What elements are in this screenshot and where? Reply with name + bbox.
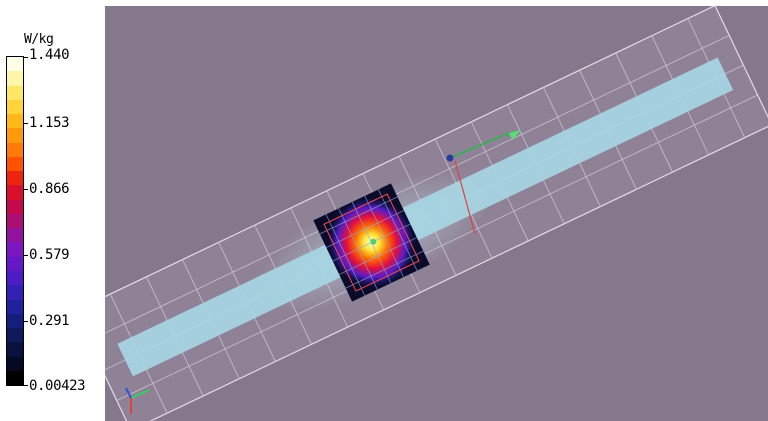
- colorbar-swatch: [7, 57, 23, 72]
- colorbar-swatch: [7, 171, 23, 186]
- colorbar-swatch: [7, 128, 23, 143]
- colorbar-swatch: [7, 71, 23, 86]
- scene-canvas[interactable]: [105, 6, 768, 421]
- colorbar-swatch: [7, 356, 23, 371]
- colorbar-swatch: [7, 99, 23, 115]
- colorbar-swatch: [7, 185, 23, 200]
- colorbar-swatch: [7, 370, 23, 386]
- colorbar: [6, 56, 24, 386]
- colorbar-swatch: [7, 228, 23, 243]
- colorbar-swatch: [7, 328, 23, 343]
- 3d-viewport[interactable]: [105, 6, 768, 421]
- tick-label-max: 1.440: [29, 47, 70, 63]
- colorbar-swatch: [7, 285, 23, 300]
- orientation-triad-icon: [125, 387, 150, 414]
- colorbar-swatch: [7, 199, 23, 214]
- colorbar-swatch: [7, 213, 23, 229]
- peak-marker: [370, 238, 377, 245]
- colorbar-swatch: [7, 85, 23, 100]
- colorbar-swatch: [7, 114, 23, 129]
- legend-unit: W/kg: [24, 32, 54, 47]
- color-legend: W/kg 1.440 1.153 0.866 0.579 0.291 0.004…: [0, 0, 103, 421]
- tick-label: 0.579: [29, 247, 70, 263]
- colorbar-swatch: [7, 342, 23, 357]
- colorbar-swatch: [7, 242, 23, 257]
- colorbar-swatch: [7, 142, 23, 157]
- colorbar-swatch: [7, 299, 23, 314]
- tick-mark: [24, 321, 28, 322]
- colorbar-swatch: [7, 313, 23, 329]
- phantom-bar: [117, 57, 734, 377]
- tick-label-min: 0.00423: [29, 378, 86, 394]
- colorbar-swatch: [7, 156, 23, 172]
- tick-mark: [24, 57, 28, 58]
- tick-mark: [24, 123, 28, 124]
- tick-label: 0.866: [29, 181, 70, 197]
- tick-mark: [24, 189, 28, 190]
- colorbar-swatch: [7, 256, 23, 271]
- tick-mark: [24, 255, 28, 256]
- tick-label: 1.153: [29, 115, 70, 131]
- scene-group: [105, 6, 768, 421]
- probe-axes: [446, 130, 521, 235]
- tick-mark: [24, 385, 28, 386]
- colorbar-swatch: [7, 270, 23, 286]
- selection-box: [323, 193, 420, 292]
- tick-label: 0.291: [29, 313, 70, 329]
